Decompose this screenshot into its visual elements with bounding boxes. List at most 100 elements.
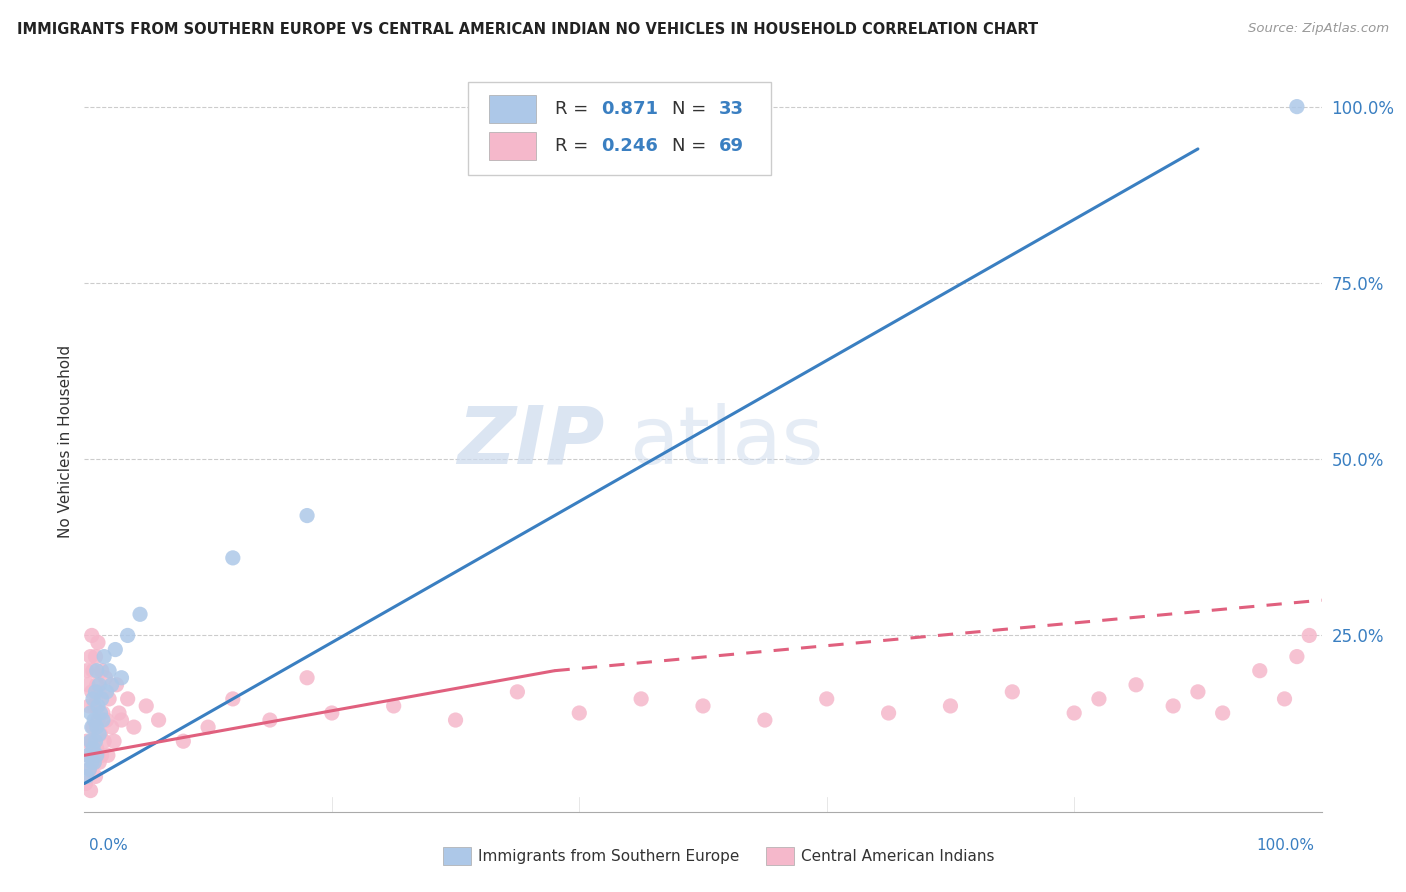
Point [122,720,145,734]
Point [82,741,104,756]
Point [129,607,152,622]
Point [77,748,100,763]
Point [1001,685,1024,699]
Point [79,783,101,797]
Point [1298,628,1320,642]
Point [104,642,127,657]
Text: R =: R = [554,137,593,155]
Point [89,727,111,741]
Point [197,720,219,734]
Point [1285,100,1308,114]
Point [1125,678,1147,692]
Point [222,550,245,565]
Point [87,635,110,649]
Point [93,649,115,664]
Point [117,628,139,642]
Y-axis label: No Vehicles in Household: No Vehicles in Household [58,345,73,538]
Point [1274,692,1296,706]
Point [86,741,108,756]
Point [79,763,101,777]
Point [89,678,111,692]
Point [444,713,467,727]
Point [89,727,111,741]
Point [77,678,100,692]
Point [86,678,108,692]
Point [93,734,115,748]
Point [1063,706,1085,720]
Text: 0.0%: 0.0% [89,838,128,853]
Point [82,692,104,706]
Point [98,664,121,678]
Point [83,756,105,770]
Point [84,769,107,783]
Point [76,734,98,748]
Point [98,692,121,706]
Point [79,649,101,664]
Point [321,706,343,720]
Point [79,698,101,713]
Text: 33: 33 [718,100,744,118]
Point [83,713,105,727]
Point [222,692,245,706]
Point [259,713,281,727]
FancyBboxPatch shape [489,132,536,161]
Point [80,720,103,734]
Point [148,713,170,727]
FancyBboxPatch shape [489,95,536,123]
FancyBboxPatch shape [468,82,770,175]
Point [568,706,591,720]
Text: 69: 69 [718,137,744,155]
Point [75,776,97,790]
Point [83,698,105,713]
Text: N =: N = [672,137,711,155]
Point [84,734,107,748]
Point [1249,664,1271,678]
Point [103,734,125,748]
Point [117,692,139,706]
Point [83,756,105,770]
Point [90,664,112,678]
Point [84,685,107,699]
Point [80,734,103,748]
Point [79,706,101,720]
Point [80,756,103,770]
Point [630,692,652,706]
Point [135,698,157,713]
Text: 0.871: 0.871 [602,100,658,118]
Point [110,671,132,685]
Point [815,692,838,706]
Text: 0.246: 0.246 [602,137,658,155]
Point [84,649,107,664]
Point [80,685,103,699]
Point [86,664,108,678]
Text: atlas: atlas [628,402,823,481]
Point [89,756,111,770]
Point [382,698,405,713]
Point [1285,649,1308,664]
Point [87,713,110,727]
Point [90,692,112,706]
Point [96,713,118,727]
Point [79,763,101,777]
Point [89,706,111,720]
Point [86,720,108,734]
Point [86,748,108,763]
Point [82,720,104,734]
Point [79,734,101,748]
Point [939,698,962,713]
Point [1161,698,1184,713]
Point [110,713,132,727]
Point [1212,706,1234,720]
Point [754,713,776,727]
Point [877,706,900,720]
Point [100,720,122,734]
Point [87,698,110,713]
Point [77,748,100,763]
Point [96,685,118,699]
Point [82,664,104,678]
Point [91,706,114,720]
Text: IMMIGRANTS FROM SOUTHERN EUROPE VS CENTRAL AMERICAN INDIAN NO VEHICLES IN HOUSEH: IMMIGRANTS FROM SOUTHERN EUROPE VS CENTR… [17,22,1038,37]
Point [1088,692,1111,706]
Point [295,508,318,523]
Point [76,769,98,783]
